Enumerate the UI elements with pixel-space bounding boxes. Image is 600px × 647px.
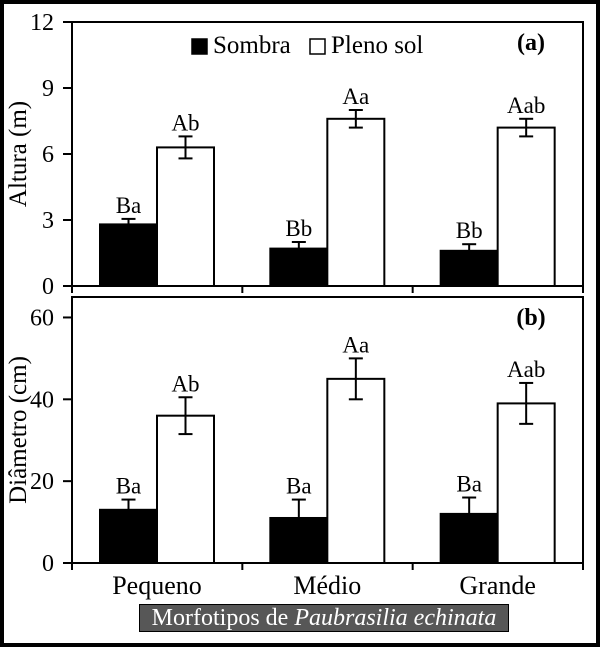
y-axis-title: Diâmetro (cm) (5, 356, 32, 504)
y-tick-label: 3 (42, 208, 54, 234)
significance-label: Ba (116, 474, 142, 499)
y-tick-label: 0 (42, 551, 54, 577)
y-tick-label: 6 (42, 142, 54, 168)
bar-pleno-sol-grande (496, 402, 556, 565)
x-axis-title-prefix: Morfotipos de (151, 605, 289, 631)
significance-label: Bb (285, 216, 312, 241)
significance-label: Bb (456, 218, 483, 243)
x-axis-title-species: Paubrasilia echinata (294, 605, 497, 631)
legend-label: Pleno sol (331, 32, 423, 59)
y-tick-label: 20 (30, 469, 54, 495)
y-tick-label: 12 (30, 10, 54, 36)
legend-label: Sombra (213, 32, 291, 59)
bar-pleno-sol-pequeno (156, 146, 215, 287)
legend-swatch-sombra (191, 38, 208, 55)
x-category-label: Grande (459, 571, 536, 600)
bar-pleno-sol-pequeno (156, 414, 215, 564)
x-axis-title-box: Morfotipos de Paubrasilia echinata (139, 604, 509, 632)
panel-label: (b) (516, 305, 545, 331)
x-category-label: Pequeno (112, 571, 202, 600)
chart-panel-altura: 0 3 6 9 12 Altura (m) (a) Ba Ab Bb Aa Bb Aab Sombra Pl… (5, 10, 584, 296)
y-tick-label: 9 (42, 76, 54, 102)
y-tick-label: 60 (30, 305, 54, 331)
y-axis-title: Altura (m) (5, 101, 32, 207)
panel-label: (a) (517, 30, 545, 56)
significance-label: Aa (342, 84, 369, 109)
significance-label: Ab (171, 110, 199, 135)
significance-label: Ba (456, 472, 482, 497)
legend-swatch-pleno-sol (309, 38, 326, 55)
significance-label: Aa (342, 332, 369, 357)
significance-label: Ba (286, 474, 312, 499)
chart-panel-diametro: 0 20 40 60 Diâmetro (cm) (b) Ba Ab Pequeno Ba Aa Mé… (5, 296, 584, 600)
y-tick-label: 0 (42, 274, 54, 296)
bar-pleno-sol-médio (326, 377, 386, 564)
x-category-label: Médio (293, 571, 361, 600)
bar-pleno-sol-grande (496, 126, 556, 287)
bar-pleno-sol-médio (326, 117, 386, 287)
significance-label: Ab (171, 371, 199, 396)
significance-label: Ba (116, 193, 142, 218)
significance-label: Aab (507, 357, 545, 382)
y-tick-label: 40 (30, 387, 54, 413)
significance-label: Aab (507, 93, 545, 118)
bar-sombra-pequeno (99, 223, 158, 287)
